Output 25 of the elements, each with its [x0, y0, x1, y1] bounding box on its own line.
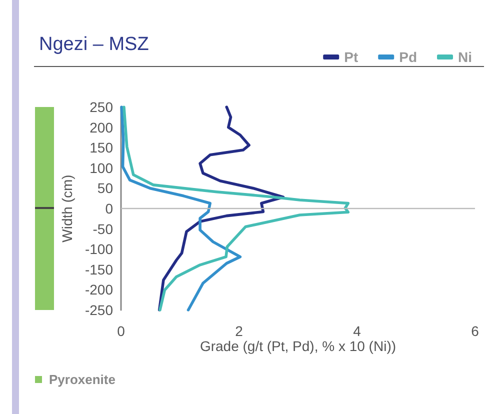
y-tick-label: 0 — [105, 200, 114, 216]
line-series — [122, 106, 350, 312]
legend-label: Pt — [344, 49, 358, 65]
x-tick-label: 0 — [117, 323, 126, 339]
y-tick-label: -150 — [84, 261, 114, 278]
chart-title: Ngezi – MSZ — [39, 34, 150, 55]
y-tick-label: 150 — [90, 140, 114, 156]
y-tick-label: 100 — [90, 160, 114, 176]
y-tick-label: -250 — [84, 302, 114, 318]
legend-label: Ni — [458, 49, 472, 65]
y-tick-label: -200 — [84, 282, 114, 298]
y-tick-label: 200 — [90, 119, 114, 136]
x-tick-label: 2 — [235, 323, 244, 339]
y-tick-label: 50 — [97, 180, 114, 196]
y-tick-label: -50 — [92, 220, 114, 237]
line-series — [158, 106, 285, 312]
y-axis-title: Width (cm) — [59, 174, 76, 242]
x-tick-label: 6 — [471, 323, 480, 339]
text: Pyroxenite — [49, 372, 116, 387]
y-tick-label: -100 — [84, 241, 114, 258]
legend-label: Pd — [399, 49, 417, 65]
y-tick-label: 250 — [90, 99, 114, 115]
line-series — [120, 106, 242, 312]
x-tick-label: 4 — [353, 323, 362, 339]
x-axis-title: Grade (g/t (Pt, Pd), % x 10 (Ni)) — [200, 338, 396, 354]
